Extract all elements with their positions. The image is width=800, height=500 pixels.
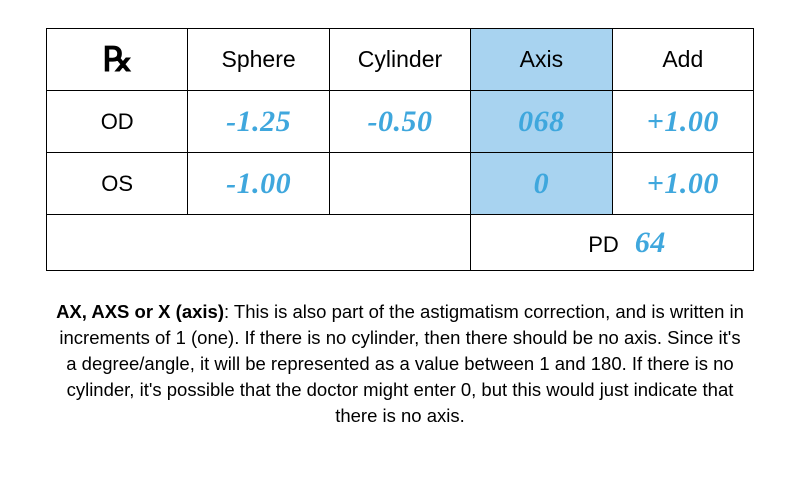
table-row: OD -1.25 -0.50 068 +1.00	[47, 91, 754, 153]
os-cylinder	[329, 153, 470, 215]
od-add: +1.00	[612, 91, 753, 153]
pd-value: 64	[635, 226, 666, 259]
col-axis: Axis	[471, 29, 612, 91]
header-row: ℞ Sphere Cylinder Axis Add	[47, 29, 754, 91]
os-axis: 0	[471, 153, 612, 215]
col-cylinder: Cylinder	[329, 29, 470, 91]
od-axis: 068	[471, 91, 612, 153]
pd-row: PD 64	[47, 215, 754, 271]
os-add: +1.00	[612, 153, 753, 215]
od-sphere: -1.25	[188, 91, 329, 153]
pd-spacer	[47, 215, 471, 271]
eye-od: OD	[47, 91, 188, 153]
od-cylinder: -0.50	[329, 91, 470, 153]
pd-label: PD	[588, 232, 619, 258]
eye-os: OS	[47, 153, 188, 215]
explanation-term: AX, AXS or X (axis)	[56, 301, 224, 322]
col-add: Add	[612, 29, 753, 91]
table-row: OS -1.00 0 +1.00	[47, 153, 754, 215]
col-sphere: Sphere	[188, 29, 329, 91]
prescription-table: ℞ Sphere Cylinder Axis Add OD -1.25 -0.5…	[46, 28, 754, 271]
os-sphere: -1.00	[188, 153, 329, 215]
rx-symbol-cell: ℞	[47, 29, 188, 91]
explanation-text: AX, AXS or X (axis): This is also part o…	[46, 299, 754, 428]
rx-symbol: ℞	[102, 42, 131, 79]
pd-cell: PD 64	[471, 215, 754, 271]
